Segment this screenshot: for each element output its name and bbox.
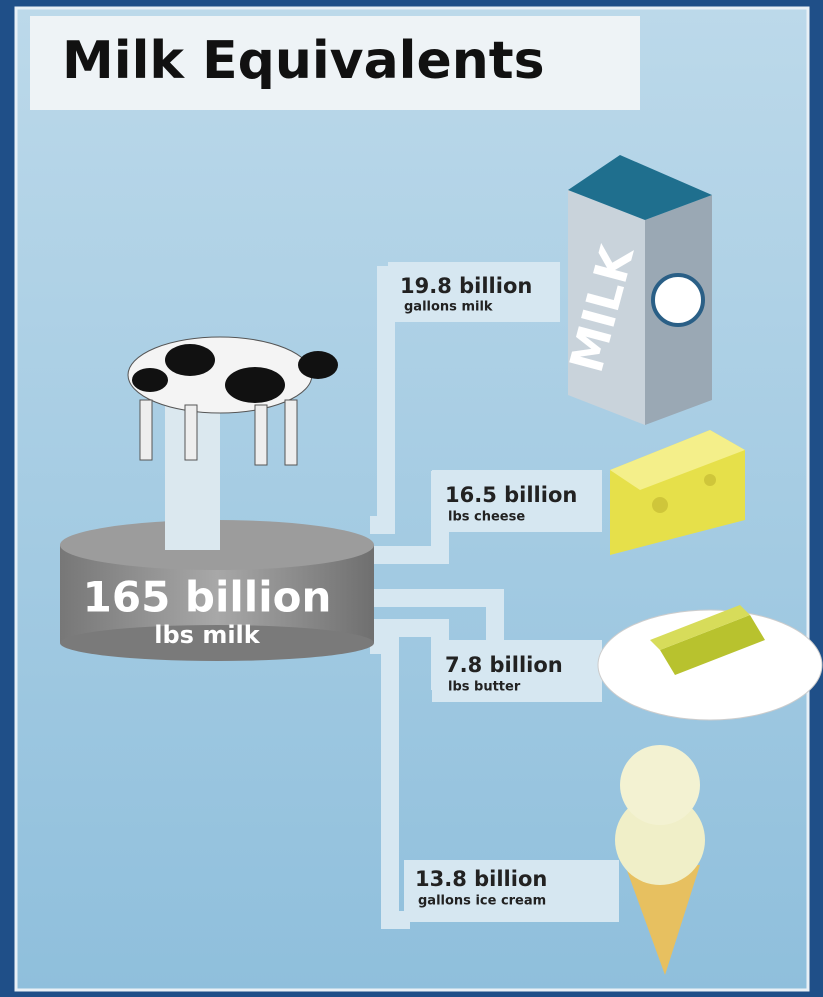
product-amount: 19.8 billion [400,274,532,298]
milk-carton-icon: MILK [559,155,712,425]
product-amount: 7.8 billion [445,653,563,677]
title: Milk Equivalents [62,31,545,91]
label-box [432,470,602,532]
title-box [30,16,640,110]
product-unit: gallons ice cream [418,894,546,909]
label-box [404,860,619,922]
label-box [432,640,602,702]
cow-icon [127,336,338,466]
product-unit: lbs cheese [448,510,525,525]
pipe [370,636,410,929]
product-amount: 13.8 billion [415,867,547,891]
product-unit: gallons milk [404,300,493,315]
vat-bottom [60,625,374,661]
source-unit: lbs milk [154,621,261,649]
product-amount: 16.5 billion [445,483,577,507]
butter-icon [597,605,823,721]
label-box [388,262,560,322]
cheese-icon [610,430,745,555]
ice-cream-icon [615,745,705,975]
source-amount: 165 billion [83,573,332,622]
product-unit: lbs butter [448,680,521,695]
pipe [370,589,504,640]
